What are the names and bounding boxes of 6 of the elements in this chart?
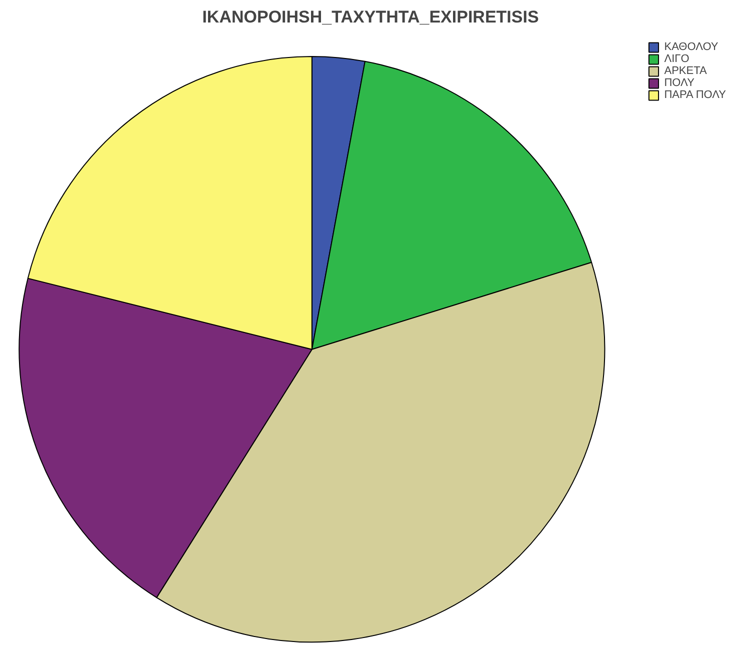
chart-title: IKANOPOIHSH_TAXYTHTA_EXIPIRETISIS	[202, 8, 539, 26]
legend-label: ΠΑΡΑ ΠΟΛΥ	[664, 89, 726, 101]
legend-label: ΛΙΓΟ	[664, 53, 690, 65]
legend-label: ΑΡΚΕΤΑ	[664, 65, 707, 77]
legend-label: ΠΟΛΥ	[664, 77, 694, 89]
legend-label: ΚΑΘΟΛΟΥ	[664, 41, 718, 53]
